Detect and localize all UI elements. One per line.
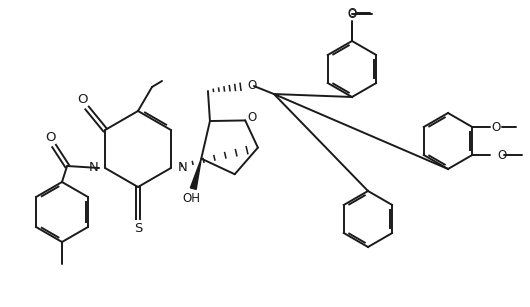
Text: O: O [45,130,55,143]
Text: N: N [178,161,188,173]
Text: O: O [248,79,257,91]
Text: O: O [77,92,87,106]
Text: OH: OH [182,192,200,205]
Text: N: N [89,161,98,173]
Text: O: O [248,111,257,124]
Text: O: O [347,6,357,20]
Text: S: S [134,221,142,235]
Text: O: O [492,121,501,134]
Text: O: O [497,149,507,161]
Text: O: O [347,7,357,21]
Polygon shape [190,159,201,189]
